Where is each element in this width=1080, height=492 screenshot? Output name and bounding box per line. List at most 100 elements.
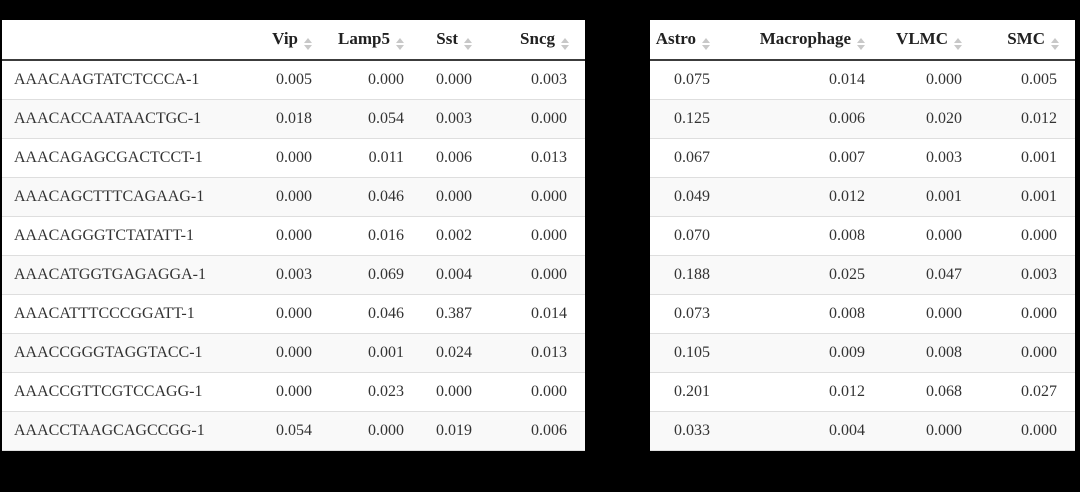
value-cell-sst: 0.002 [414,216,482,256]
value-cell-sncg: 0.003 [482,60,585,100]
value-cell-astro: 0.033 [650,411,720,451]
column-header-astro[interactable]: Astro [650,20,720,61]
right-table-header-row: Astro Macrophage VLMC SMC [650,20,1075,61]
value-cell-lamp5: 0.016 [322,216,414,256]
table-row: AAACAGCTTTCAGAAG-1 0.000 0.046 0.000 0.0… [2,177,585,217]
column-header-sncg[interactable]: Sncg [482,20,585,61]
value-cell-macrophage: 0.025 [720,255,875,295]
table-row: AAACAGGGTCTATATT-1 0.000 0.016 0.002 0.0… [2,216,585,256]
value-cell-vip: 0.005 [252,60,322,100]
table-row: AAACAGAGCGACTCCT-1 0.000 0.011 0.006 0.0… [2,138,585,178]
sort-icon [1051,38,1059,50]
value-cell-lamp5: 0.046 [322,177,414,217]
value-cell-vip: 0.000 [252,294,322,334]
value-cell-macrophage: 0.007 [720,138,875,178]
column-header-sst[interactable]: Sst [414,20,482,61]
value-cell-smc: 0.012 [972,99,1075,139]
value-cell-macrophage: 0.012 [720,372,875,412]
value-cell-vlmc: 0.047 [875,255,972,295]
left-table-body: AAACAAGTATCTCCCA-1 0.005 0.000 0.000 0.0… [2,60,585,451]
value-cell-sst: 0.000 [414,60,482,100]
table-row: AAACCGGGTAGGTACC-1 0.000 0.001 0.024 0.0… [2,333,585,373]
table-row: AAACATTTCCCGGATT-1 0.000 0.046 0.387 0.0… [2,294,585,334]
value-cell-macrophage: 0.006 [720,99,875,139]
value-cell-astro: 0.049 [650,177,720,217]
value-cell-lamp5: 0.011 [322,138,414,178]
value-cell-lamp5: 0.069 [322,255,414,295]
value-cell-smc: 0.000 [972,411,1075,451]
value-cell-macrophage: 0.004 [720,411,875,451]
value-cell-macrophage: 0.012 [720,177,875,217]
value-cell-macrophage: 0.008 [720,294,875,334]
column-header-vlmc-label: VLMC [896,29,948,48]
value-cell-astro: 0.067 [650,138,720,178]
value-cell-sst: 0.024 [414,333,482,373]
row-name-cell: AAACAAGTATCTCCCA-1 [2,60,252,100]
value-cell-vlmc: 0.001 [875,177,972,217]
value-cell-smc: 0.001 [972,177,1075,217]
value-cell-lamp5: 0.023 [322,372,414,412]
table-row: 0.070 0.008 0.000 0.000 [650,216,1075,256]
value-cell-vlmc: 0.068 [875,372,972,412]
value-cell-sncg: 0.000 [482,99,585,139]
value-cell-vip: 0.000 [252,177,322,217]
value-cell-macrophage: 0.009 [720,333,875,373]
table-row: 0.067 0.007 0.003 0.001 [650,138,1075,178]
value-cell-smc: 0.000 [972,216,1075,256]
column-header-macrophage[interactable]: Macrophage [720,20,875,61]
value-cell-sncg: 0.013 [482,333,585,373]
row-name-cell: AAACCGGGTAGGTACC-1 [2,333,252,373]
value-cell-astro: 0.105 [650,333,720,373]
value-cell-vlmc: 0.000 [875,411,972,451]
column-header-vip[interactable]: Vip [252,20,322,61]
column-header-astro-label: Astro [655,29,696,48]
row-name-cell: AAACAGGGTCTATATT-1 [2,216,252,256]
column-header-sst-label: Sst [436,29,458,48]
table-row: 0.201 0.012 0.068 0.027 [650,372,1075,412]
column-header-rowname [2,20,252,61]
value-cell-vip: 0.000 [252,216,322,256]
value-cell-vip: 0.000 [252,138,322,178]
value-cell-vlmc: 0.020 [875,99,972,139]
value-cell-smc: 0.003 [972,255,1075,295]
column-header-macrophage-label: Macrophage [759,29,851,48]
value-cell-sncg: 0.000 [482,177,585,217]
sort-icon [857,38,865,50]
right-table: Astro Macrophage VLMC SMC 0.075 0.014 0 [650,20,1075,451]
value-cell-vip: 0.018 [252,99,322,139]
column-header-vip-label: Vip [272,29,298,48]
value-cell-sncg: 0.000 [482,255,585,295]
value-cell-vlmc: 0.000 [875,60,972,100]
value-cell-smc: 0.005 [972,60,1075,100]
right-table-body: 0.075 0.014 0.000 0.005 0.125 0.006 0.02… [650,60,1075,451]
celltype-table-panel-right: Astro Macrophage VLMC SMC 0.075 0.014 0 [650,20,1075,451]
value-cell-sncg: 0.006 [482,411,585,451]
column-header-smc[interactable]: SMC [972,20,1075,61]
value-cell-sst: 0.004 [414,255,482,295]
table-row: 0.049 0.012 0.001 0.001 [650,177,1075,217]
value-cell-sst: 0.000 [414,177,482,217]
column-header-vlmc[interactable]: VLMC [875,20,972,61]
value-cell-vlmc: 0.008 [875,333,972,373]
value-cell-astro: 0.201 [650,372,720,412]
value-cell-sst: 0.000 [414,372,482,412]
column-header-smc-label: SMC [1007,29,1045,48]
value-cell-sncg: 0.014 [482,294,585,334]
celltype-table-panel-left: Vip Lamp5 Sst Sncg AAACAAGTATCTCCCA-1 0.… [2,20,585,451]
row-name-cell: AAACAGCTTTCAGAAG-1 [2,177,252,217]
value-cell-vlmc: 0.000 [875,216,972,256]
table-row: 0.033 0.004 0.000 0.000 [650,411,1075,451]
table-row: AAACACCAATAACTGC-1 0.018 0.054 0.003 0.0… [2,99,585,139]
value-cell-macrophage: 0.008 [720,216,875,256]
table-row: 0.188 0.025 0.047 0.003 [650,255,1075,295]
row-name-cell: AAACATGGTGAGAGGA-1 [2,255,252,295]
value-cell-vip: 0.003 [252,255,322,295]
column-header-lamp5[interactable]: Lamp5 [322,20,414,61]
value-cell-vip: 0.000 [252,333,322,373]
value-cell-sncg: 0.013 [482,138,585,178]
value-cell-lamp5: 0.046 [322,294,414,334]
value-cell-macrophage: 0.014 [720,60,875,100]
value-cell-astro: 0.070 [650,216,720,256]
value-cell-smc: 0.027 [972,372,1075,412]
value-cell-astro: 0.188 [650,255,720,295]
